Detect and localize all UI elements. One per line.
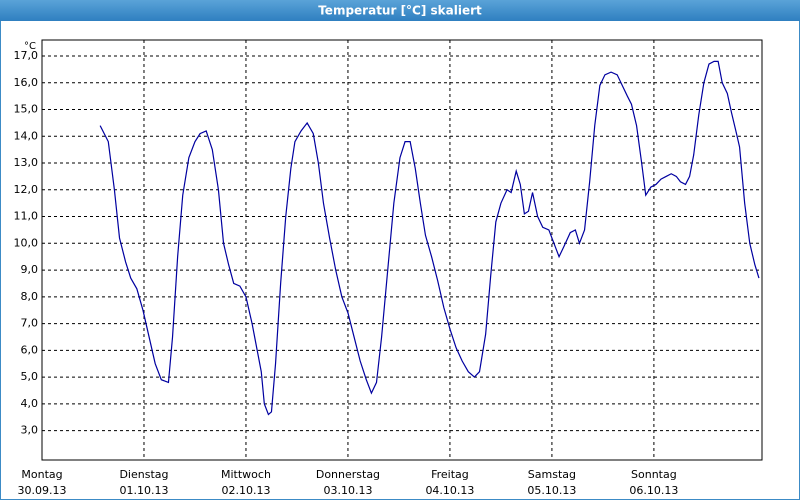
y-tick-label: 8,0 bbox=[21, 290, 39, 303]
x-tick-label: Freitag bbox=[431, 468, 469, 481]
y-unit: °C bbox=[24, 41, 36, 52]
x-tick-date: 01.10.13 bbox=[119, 484, 168, 497]
y-tick-label: 6,0 bbox=[21, 343, 39, 356]
y-tick-label: 11,0 bbox=[14, 210, 39, 223]
y-tick-label: 12,0 bbox=[14, 183, 39, 196]
x-tick-date: 06.10.13 bbox=[629, 484, 678, 497]
x-tick-label: Samstag bbox=[528, 468, 576, 481]
y-tick-label: 15,0 bbox=[14, 103, 39, 116]
y-tick-label: 16,0 bbox=[14, 76, 39, 89]
x-tick-label: Donnerstag bbox=[316, 468, 380, 481]
y-tick-label: 9,0 bbox=[21, 263, 39, 276]
x-tick-date: 30.09.13 bbox=[18, 484, 67, 497]
y-tick-label: 14,0 bbox=[14, 129, 39, 142]
x-tick-label: Montag bbox=[21, 468, 62, 481]
y-tick-label: 10,0 bbox=[14, 236, 39, 249]
x-tick-label: Mittwoch bbox=[221, 468, 271, 481]
x-tick-date: 02.10.13 bbox=[221, 484, 270, 497]
title-bar bbox=[0, 0, 800, 21]
y-tick-label: 3,0 bbox=[21, 424, 39, 437]
x-tick-date: 03.10.13 bbox=[323, 484, 372, 497]
y-tick-label: 4,0 bbox=[21, 397, 39, 410]
data-line bbox=[99, 60, 760, 416]
y-tick-label: 7,0 bbox=[21, 317, 39, 330]
x-tick-date: 05.10.13 bbox=[527, 484, 576, 497]
y-tick-label: 13,0 bbox=[14, 156, 39, 169]
x-tick-date: 04.10.13 bbox=[425, 484, 474, 497]
x-tick-label: Dienstag bbox=[119, 468, 168, 481]
y-tick-label: 17,0 bbox=[14, 49, 39, 62]
chart-title: Temperatur [°C] skaliert bbox=[318, 4, 482, 18]
y-tick-label: 5,0 bbox=[21, 370, 39, 383]
x-tick-label: Sonntag bbox=[631, 468, 677, 481]
